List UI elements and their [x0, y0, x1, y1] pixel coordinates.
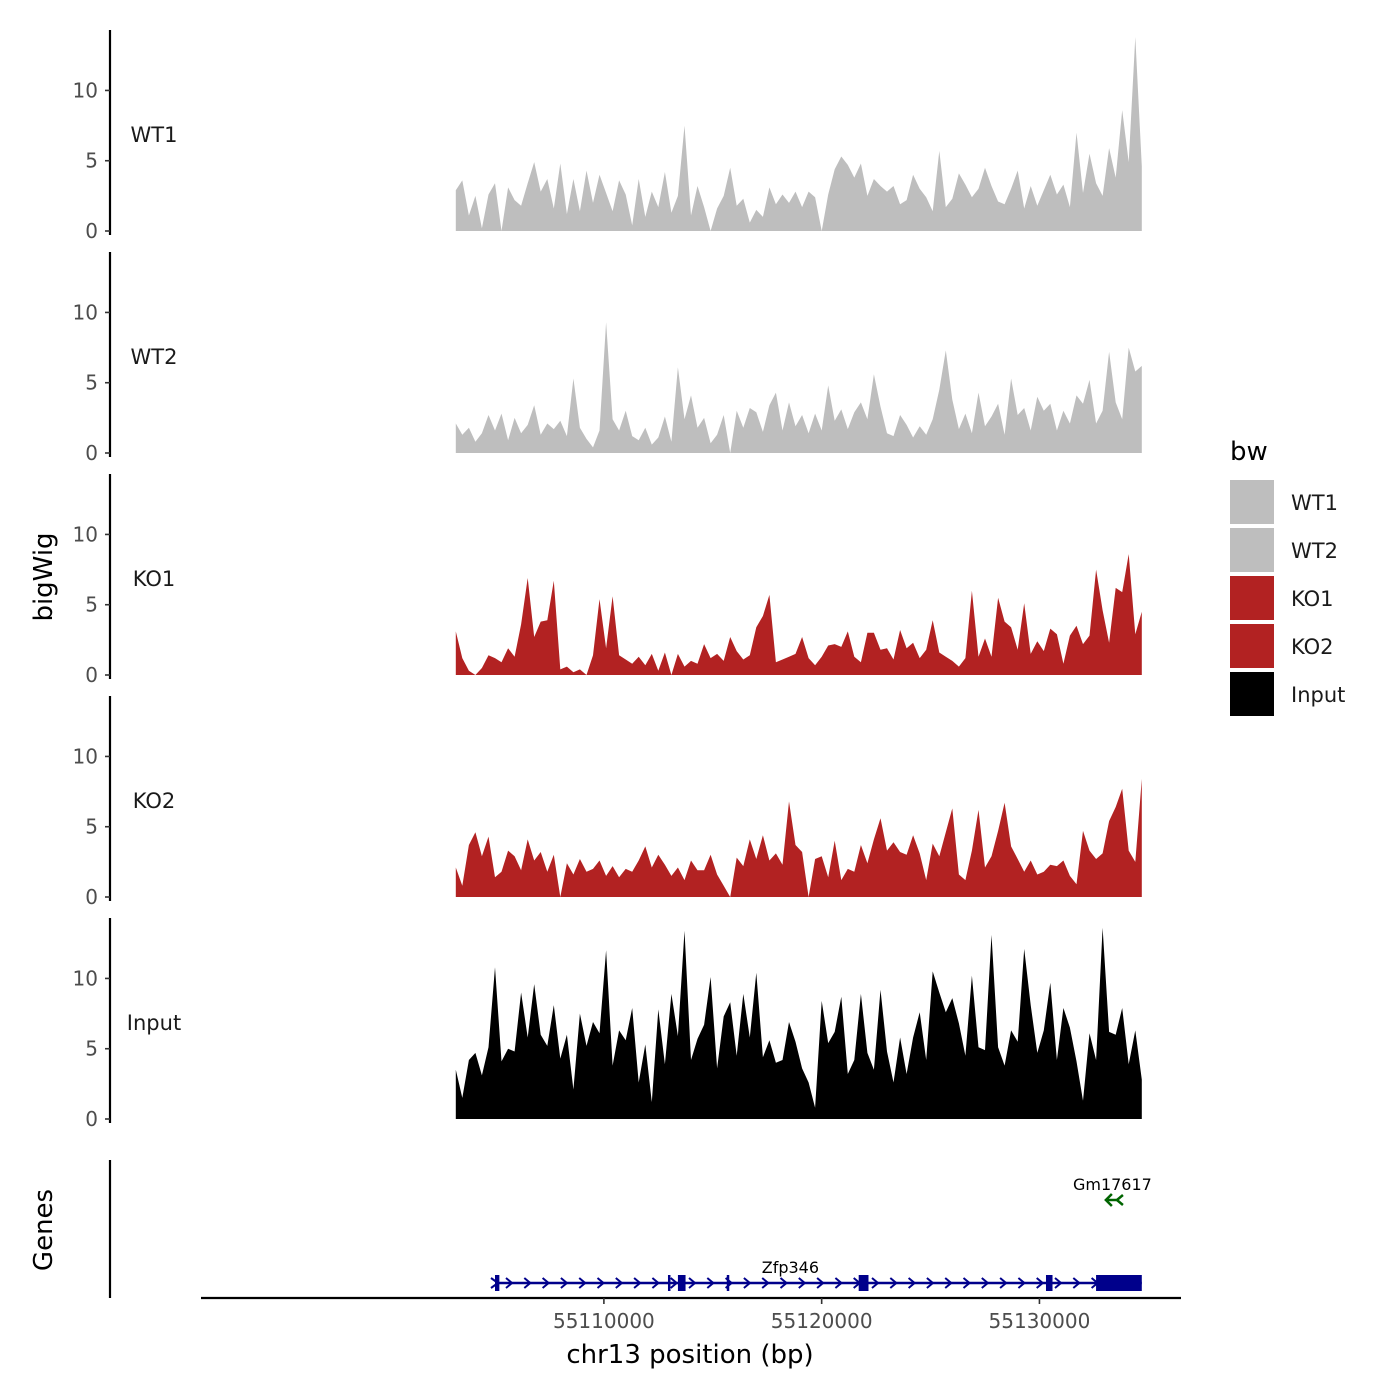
strand-arrow	[981, 1277, 990, 1289]
y-tick-label: 5	[85, 1037, 98, 1061]
track-wt1: 0 5 10 WT1	[73, 30, 1142, 243]
legend-item-ko1: KO1	[1230, 576, 1334, 620]
track-input: 0 5 10 Input	[73, 918, 1142, 1131]
y-tick-label: 10	[73, 78, 98, 102]
legend-item-wt2: WT2	[1230, 528, 1338, 572]
exon	[858, 1275, 869, 1291]
strand-arrow	[490, 1277, 500, 1289]
strand-arrow	[761, 1277, 770, 1289]
legend-label: KO1	[1291, 587, 1334, 611]
strand-arrow	[633, 1277, 642, 1289]
strand-arrow	[523, 1277, 532, 1289]
y-axis-title: bigWig	[29, 532, 59, 621]
strand-arrow	[651, 1277, 660, 1289]
exon	[677, 1275, 686, 1291]
strand-arrow	[615, 1277, 624, 1289]
strand-arrow	[670, 1277, 679, 1289]
y-tick-label: 0	[85, 441, 98, 465]
gene-label: Zfp346	[762, 1258, 819, 1277]
strand-arrow	[1036, 1277, 1045, 1289]
gene-label: Gm17617	[1073, 1175, 1152, 1194]
y-tick-label: 5	[85, 593, 98, 617]
legend-item-wt1: WT1	[1230, 480, 1338, 524]
strand-arrow	[944, 1277, 953, 1289]
legend-swatch	[1230, 528, 1274, 572]
strand-arrow	[578, 1277, 587, 1289]
legend-item-ko2: KO2	[1230, 624, 1334, 668]
legend-label: Input	[1291, 683, 1345, 707]
strand-arrow	[688, 1277, 697, 1289]
y-tick-label: 0	[85, 1107, 98, 1131]
strand-arrow	[816, 1277, 825, 1289]
y-tick-label: 10	[73, 300, 98, 324]
track-ko2: 0 5 10 KO2	[73, 696, 1142, 909]
exon	[1045, 1275, 1053, 1291]
strand-arrow	[505, 1277, 514, 1289]
track-label-input: Input	[127, 1011, 181, 1035]
area-wt1	[455, 37, 1142, 231]
strand-arrow	[1072, 1277, 1081, 1289]
legend-label: KO2	[1291, 635, 1334, 659]
legend: WT1 WT2 KO1 KO2 Input	[1230, 480, 1345, 716]
track-ko1: 0 5 10 KO1	[73, 474, 1142, 687]
x-tick-label: 55110000	[553, 1309, 655, 1333]
y-tick-label: 0	[85, 885, 98, 909]
x-tick-label: 55120000	[771, 1309, 873, 1333]
x-axis: 55110000 55120000 55130000	[201, 1296, 1181, 1333]
track-label-ko2: KO2	[133, 789, 176, 813]
strand-arrow	[926, 1277, 935, 1289]
strand-arrow	[889, 1277, 898, 1289]
strand-arrow	[560, 1277, 569, 1289]
track-label-wt2: WT2	[131, 345, 178, 369]
area-input	[455, 927, 1142, 1119]
track-label-wt1: WT1	[131, 123, 178, 147]
strand-arrow	[871, 1277, 880, 1289]
y-tick-label: 5	[85, 815, 98, 839]
area-wt2	[455, 322, 1142, 453]
strand-arrow	[706, 1277, 715, 1289]
strand-arrow	[596, 1277, 606, 1289]
y-tick-label: 5	[85, 371, 98, 395]
y-tick-label: 10	[73, 522, 98, 546]
legend-swatch	[1230, 576, 1274, 620]
x-tick-label: 55130000	[989, 1309, 1091, 1333]
strand-arrow	[779, 1277, 789, 1289]
strand-arrow	[1114, 1194, 1124, 1206]
legend-swatch	[1230, 624, 1274, 668]
strand-arrow	[834, 1277, 843, 1289]
y-tick-label: 0	[85, 663, 98, 687]
genes-group: Zfp346 Gm17617	[108, 1160, 1152, 1298]
strand-arrow	[1054, 1277, 1063, 1289]
gene-zfp346: Zfp346	[490, 1258, 1142, 1291]
genes-axis-title: Genes	[29, 1189, 59, 1271]
legend-title: bw	[1230, 437, 1268, 467]
track-label-ko1: KO1	[133, 567, 176, 591]
track-wt2: 0 5 10 WT2	[73, 252, 1142, 465]
strand-arrow	[1017, 1277, 1026, 1289]
strand-arrow	[798, 1277, 807, 1289]
strand-arrow	[962, 1277, 972, 1289]
strand-arrow	[907, 1277, 917, 1289]
gene-gm17617: Gm17617	[1073, 1175, 1152, 1207]
area-ko1	[455, 554, 1142, 675]
exon	[1096, 1275, 1142, 1291]
strand-arrow	[743, 1277, 752, 1289]
legend-label: WT1	[1291, 491, 1338, 515]
y-tick-label: 5	[85, 149, 98, 173]
legend-swatch	[1230, 480, 1274, 524]
y-tick-label: 10	[73, 744, 98, 768]
strand-arrow	[999, 1277, 1008, 1289]
area-ko2	[455, 778, 1142, 897]
x-axis-title: chr13 position (bp)	[566, 1340, 813, 1370]
strand-arrow	[1104, 1193, 1113, 1207]
strand-arrow	[541, 1277, 551, 1289]
legend-item-input: Input	[1230, 672, 1345, 716]
y-tick-label: 0	[85, 219, 98, 243]
legend-label: WT2	[1291, 539, 1338, 563]
legend-swatch	[1230, 672, 1274, 716]
tracks-group: 0 5 10 WT1 0 5 10 WT2 0 5 10 KO1 0 5 10 KO2 0 5 10 Input	[73, 30, 1142, 1131]
y-tick-label: 10	[73, 966, 98, 990]
